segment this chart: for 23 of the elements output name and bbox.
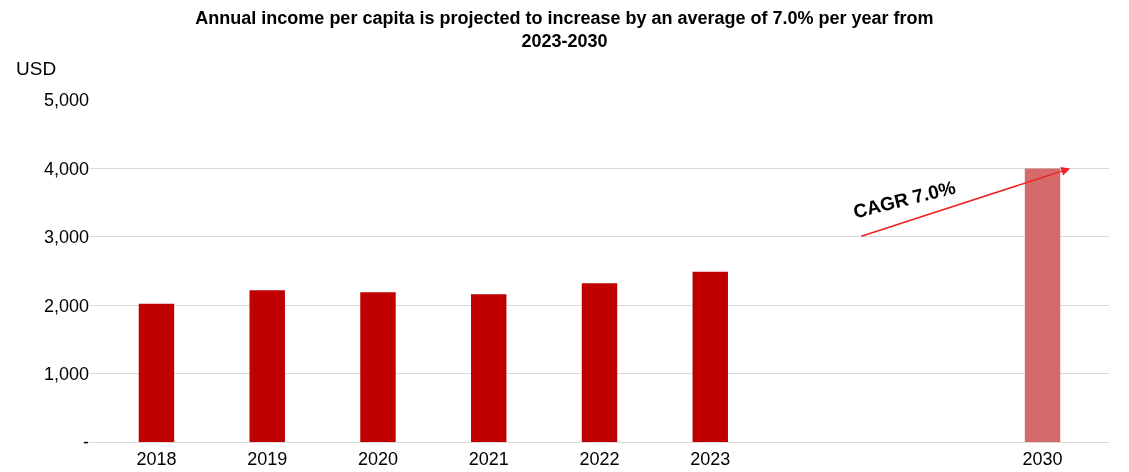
x-tick-label: 2023 (690, 448, 731, 469)
bar (471, 294, 507, 442)
chart-title: Annual income per capita is projected to increase by an average of 7.0% per year from 2023-2030 (195, 7, 934, 51)
y-tick-label: 2,000 (43, 295, 89, 316)
x-tick-label: 2019 (247, 448, 288, 469)
bar (249, 290, 285, 442)
annotation: CAGR 7.0% (851, 176, 958, 223)
y-tick-label: 3,000 (43, 227, 89, 248)
y-tick-label: - (83, 432, 89, 453)
bar (692, 271, 728, 442)
y-tick-label: 5,000 (43, 90, 89, 111)
x-tick-label: 2021 (468, 448, 509, 469)
bar (581, 283, 618, 442)
y-tick-label: 1,000 (43, 363, 89, 384)
x-tick-label: 2022 (579, 448, 620, 469)
x-tick-label: 2018 (136, 448, 177, 469)
bar (138, 303, 175, 442)
x-tick-label: 2020 (357, 448, 398, 469)
y-axis-title: USD (16, 58, 57, 79)
y-tick-label: 4,000 (43, 158, 89, 179)
bar (1024, 168, 1061, 442)
bar (360, 292, 396, 442)
x-tick-label: 2030 (1022, 448, 1063, 469)
